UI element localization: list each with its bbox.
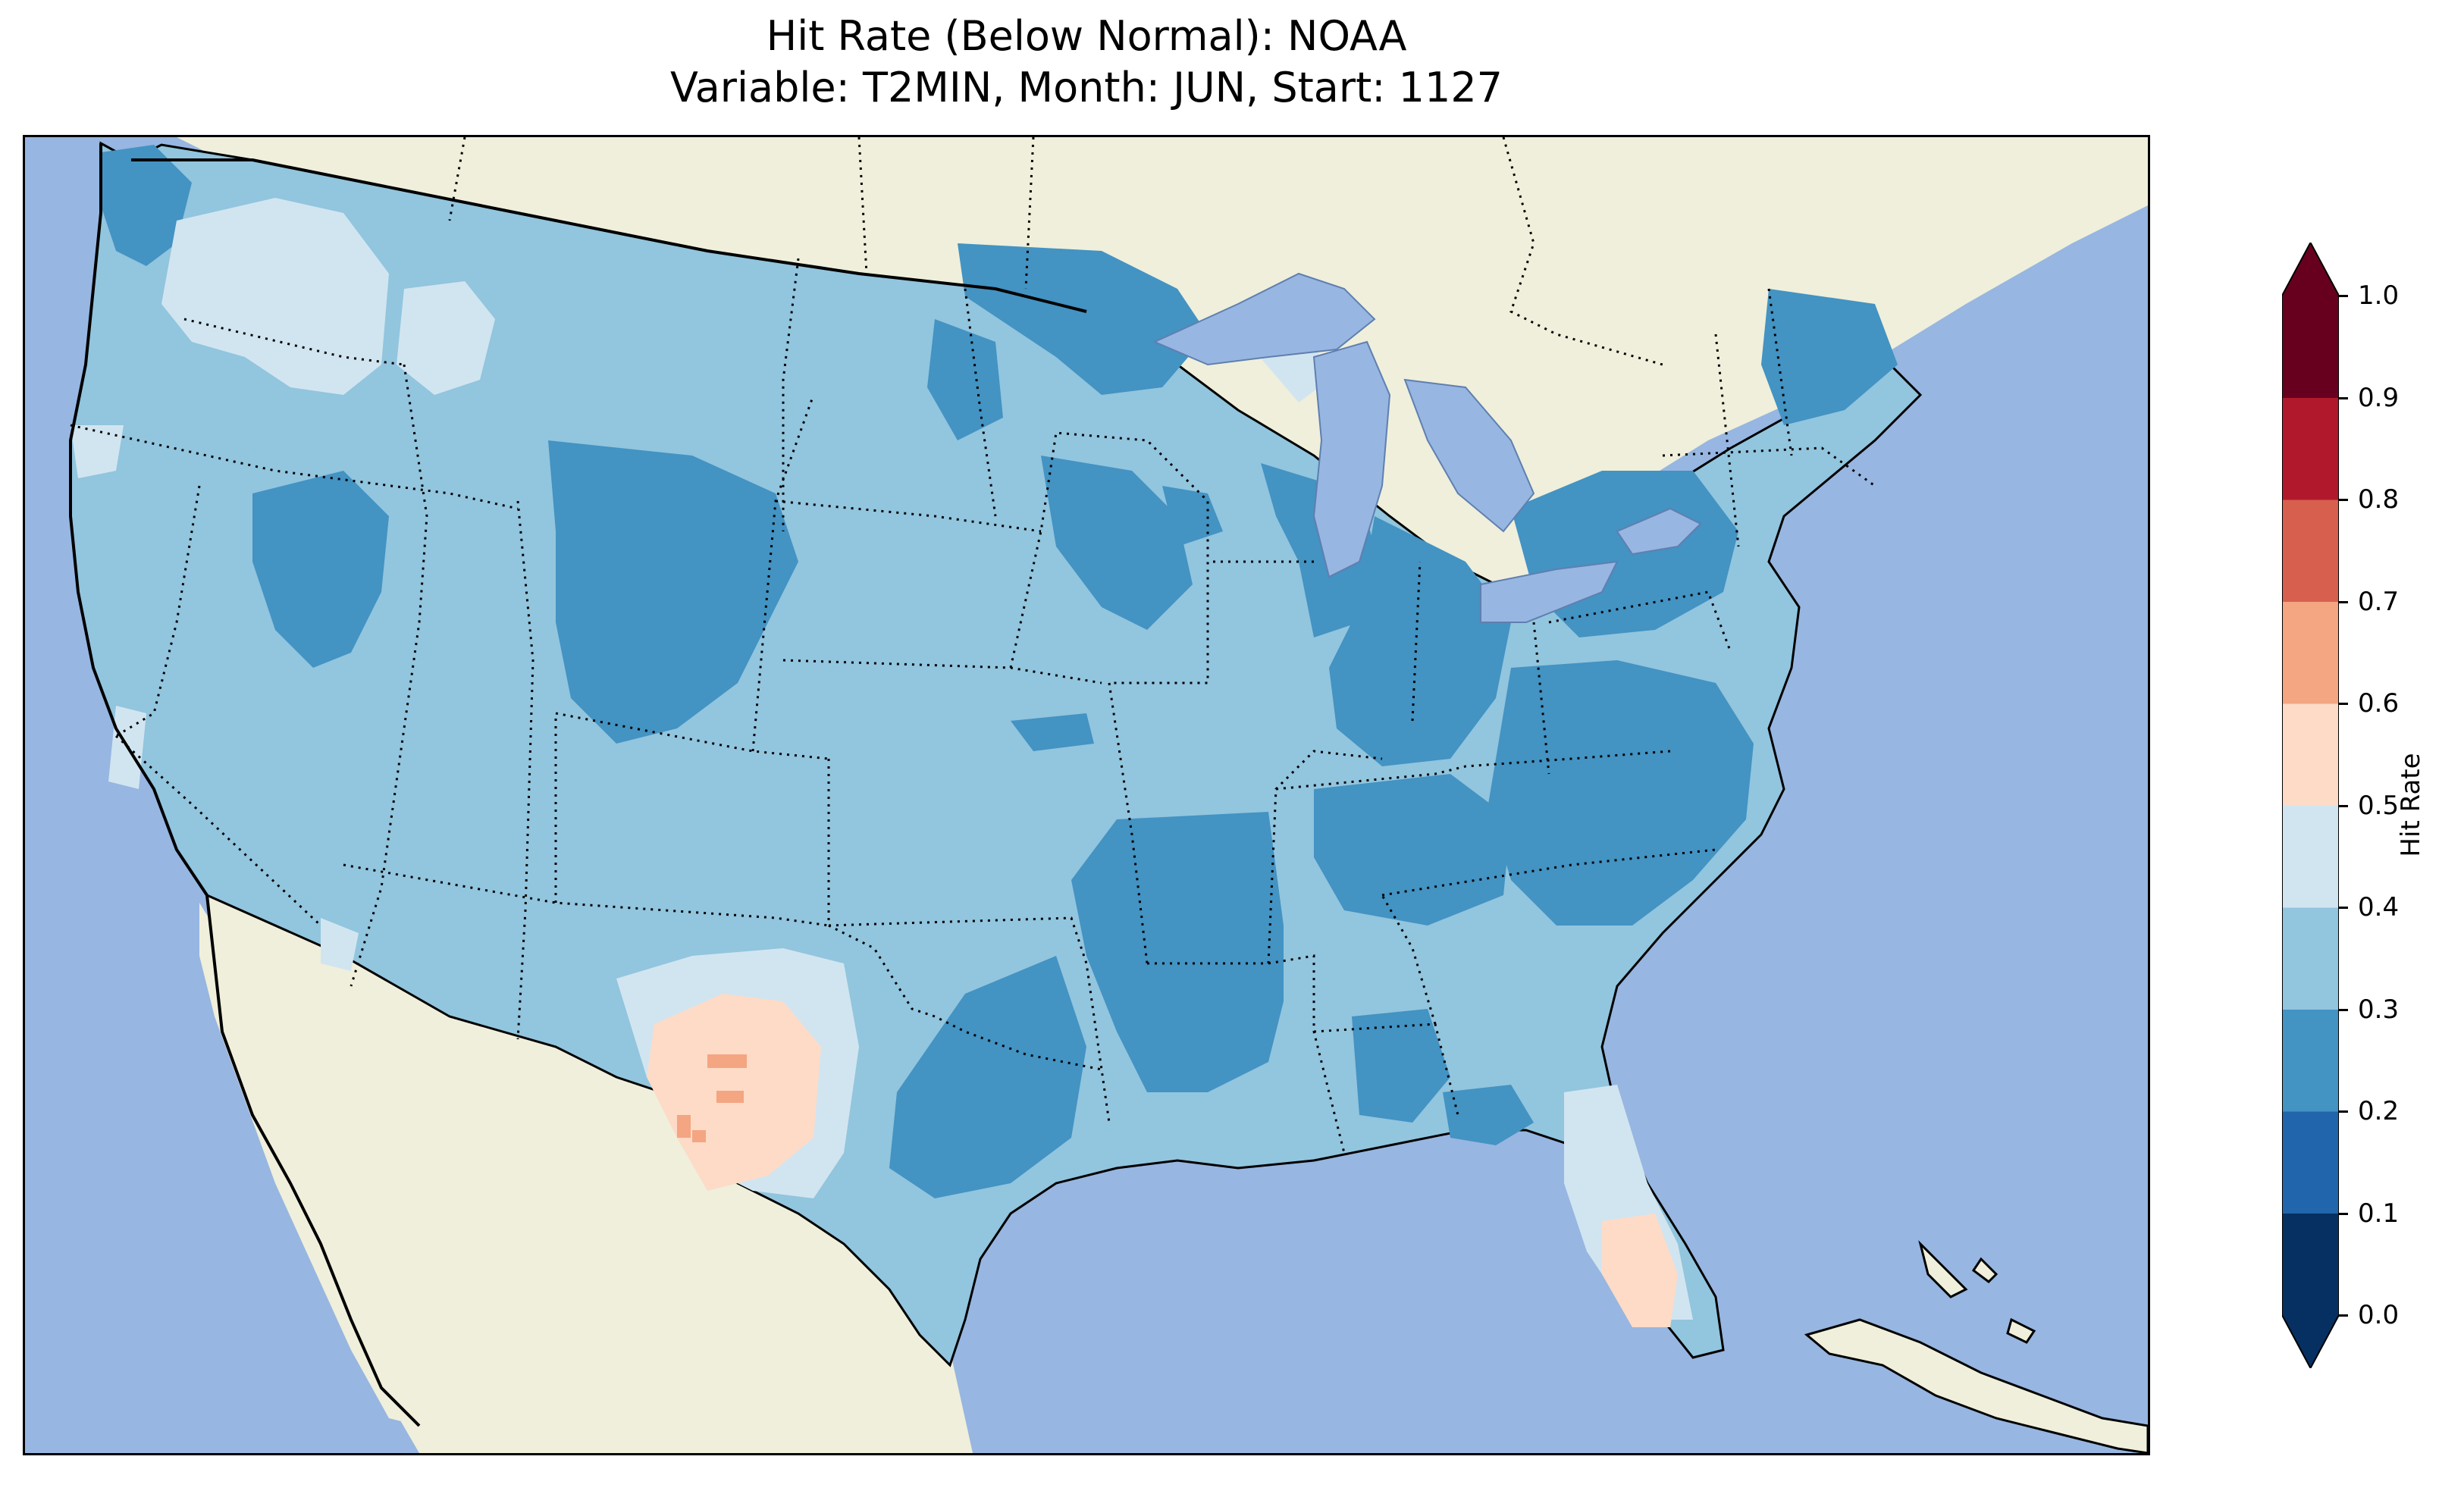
cuba-land bbox=[1804, 1318, 2148, 1453]
colorbar-tick-label: 0.8 bbox=[2358, 484, 2400, 515]
colorbar-tick-mark bbox=[2339, 1110, 2348, 1113]
colorbar-tick-mark bbox=[2339, 600, 2348, 603]
colorbar-bin bbox=[2282, 397, 2339, 500]
colorbar-tick-mark bbox=[2339, 1314, 2348, 1317]
colorbar-extend-max bbox=[2282, 243, 2339, 296]
colorbar bbox=[2282, 243, 2339, 1368]
great-lakes bbox=[1152, 272, 1702, 623]
colorbar-tick-label: 0.7 bbox=[2358, 586, 2400, 617]
colorbar-bin bbox=[2282, 703, 2339, 806]
colorbar-bin bbox=[2282, 1213, 2339, 1316]
colorbar-bin bbox=[2282, 805, 2339, 908]
hitrate-class-0.6-0.7 bbox=[677, 1054, 747, 1142]
colorbar-bin bbox=[2282, 1111, 2339, 1214]
colorbar-tick-mark bbox=[2339, 396, 2348, 399]
colorbar-tick-mark bbox=[2339, 703, 2348, 705]
colorbar-bin bbox=[2282, 1009, 2339, 1112]
baja-peninsula bbox=[199, 903, 419, 1426]
colorbar-tick-label: 0.1 bbox=[2358, 1198, 2400, 1229]
coastline bbox=[69, 143, 421, 1427]
colorbar-tick-mark bbox=[2339, 1008, 2348, 1011]
colorbar-tick-mark bbox=[2339, 1212, 2348, 1215]
map-panel bbox=[23, 135, 2150, 1455]
colorbar-tick-label: 0.3 bbox=[2358, 994, 2400, 1025]
colorbar-tick-label: 0.5 bbox=[2358, 790, 2400, 821]
title-line-1: Hit Rate (Below Normal): NOAA bbox=[766, 12, 1407, 60]
colorbar-tick-label: 0.6 bbox=[2358, 688, 2400, 719]
colorbar-bin bbox=[2282, 500, 2339, 602]
colorbar-tick-mark bbox=[2339, 907, 2348, 909]
colorbar-tick-label: 0.9 bbox=[2358, 382, 2400, 413]
mexico-land bbox=[207, 895, 973, 1453]
state-borders bbox=[70, 258, 1876, 1154]
colorbar-tick-mark bbox=[2339, 295, 2348, 297]
hitrate-class-0.2-0.3 bbox=[101, 145, 1898, 1198]
colorbar-tick-mark bbox=[2339, 804, 2348, 807]
map-canvas bbox=[25, 137, 2148, 1453]
colorbar-tick-mark bbox=[2339, 499, 2348, 501]
colorbar-tick-label: 1.0 bbox=[2358, 280, 2400, 311]
colorbar-tick-label: 0.4 bbox=[2358, 892, 2400, 922]
us-canada-border bbox=[131, 158, 1087, 313]
title-line-2: Variable: T2MIN, Month: JUN, Start: 1127 bbox=[669, 64, 1503, 111]
colorbar-extend-min bbox=[2282, 1315, 2339, 1368]
bahamas-land bbox=[1918, 1240, 2036, 1344]
province-borders bbox=[448, 137, 1663, 366]
colorbar-bin bbox=[2282, 601, 2339, 704]
colorbar-tick-label: 0.0 bbox=[2358, 1300, 2400, 1330]
colorbar-bin bbox=[2282, 907, 2339, 1010]
colorbar-label: Hit Rate bbox=[2396, 753, 2426, 857]
colorbar-bin bbox=[2282, 296, 2339, 398]
map-title: Hit Rate (Below Normal): NOAA Variable: … bbox=[23, 11, 2150, 114]
colorbar-tick-label: 0.2 bbox=[2358, 1096, 2400, 1126]
